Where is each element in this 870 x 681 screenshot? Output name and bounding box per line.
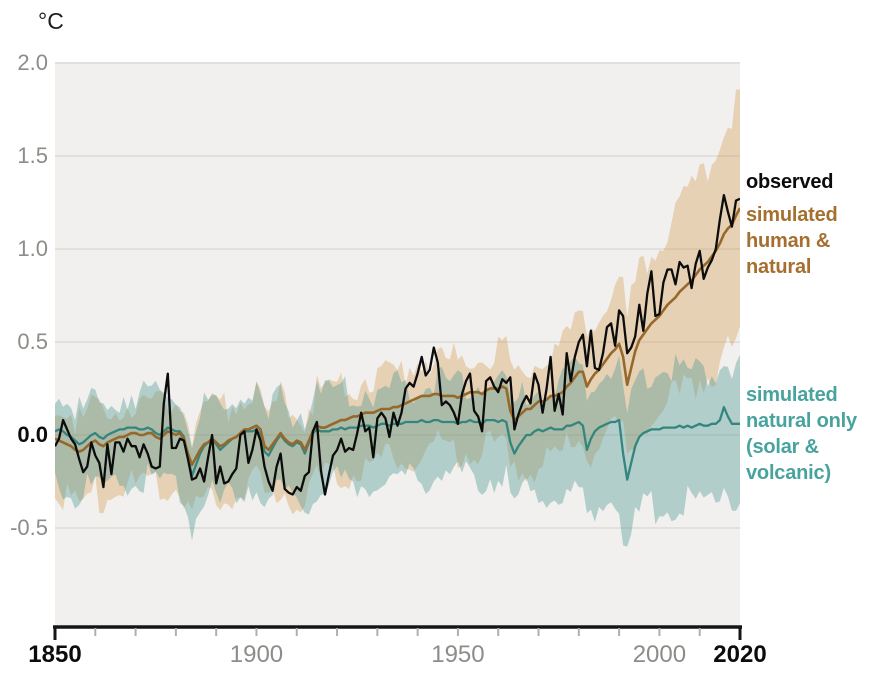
x-tick-label-1950: 1950	[431, 641, 485, 668]
x-tick-label-1850: 1850	[28, 641, 82, 668]
y-tick-label-0.5: 0.5	[17, 329, 48, 354]
x-axis	[53, 625, 742, 640]
y-tick-label-1.5: 1.5	[17, 143, 48, 168]
x-tick-label-2000: 2000	[632, 641, 687, 668]
legend-observed: observed	[746, 169, 834, 195]
gridlines	[55, 62, 740, 529]
legend-human-natural: simulated human & natural	[746, 202, 838, 280]
legend-human-natural-line: human &	[746, 230, 831, 252]
legend-human-natural-line: simulated	[746, 204, 838, 226]
legend-human-natural-line: natural	[746, 256, 812, 278]
y-tick-label-1.0: 1.0	[17, 236, 48, 261]
y-tick-label-0.0: 0.0	[17, 422, 48, 447]
y-tick-label--0.5: -0.5	[10, 515, 48, 540]
y-axis-unit-label: °C	[38, 8, 64, 34]
human-natural-band-area	[55, 89, 740, 515]
legend-natural-only-line: volcanic)	[746, 462, 831, 484]
observed-line	[55, 193, 740, 496]
x-tick-label-2020: 2020	[713, 641, 767, 668]
legend-natural-only-line: natural only	[746, 410, 857, 432]
legend-natural-only-line: (solar &	[746, 436, 819, 458]
legend-natural-only-line: simulated	[746, 384, 838, 406]
natural-only-band-area	[55, 353, 740, 547]
x-tick-label-1900: 1900	[229, 641, 284, 668]
legend-natural-only: simulated natural only (solar & volcanic)	[746, 382, 857, 486]
y-tick-label-2.0: 2.0	[17, 50, 48, 75]
legend-observed-line: observed	[746, 171, 834, 193]
human-natural-line	[55, 207, 740, 467]
